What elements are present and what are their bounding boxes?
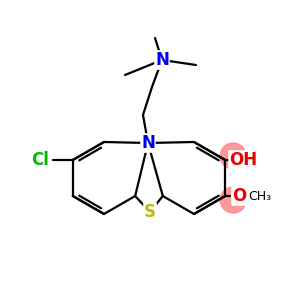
Text: N: N: [141, 134, 155, 152]
Text: Cl: Cl: [31, 151, 49, 169]
Circle shape: [220, 143, 246, 169]
Circle shape: [220, 187, 246, 213]
Text: OH: OH: [229, 151, 257, 169]
Text: S: S: [144, 203, 156, 221]
Text: N: N: [155, 51, 169, 69]
Text: O: O: [232, 187, 246, 205]
Text: CH₃: CH₃: [248, 190, 271, 202]
